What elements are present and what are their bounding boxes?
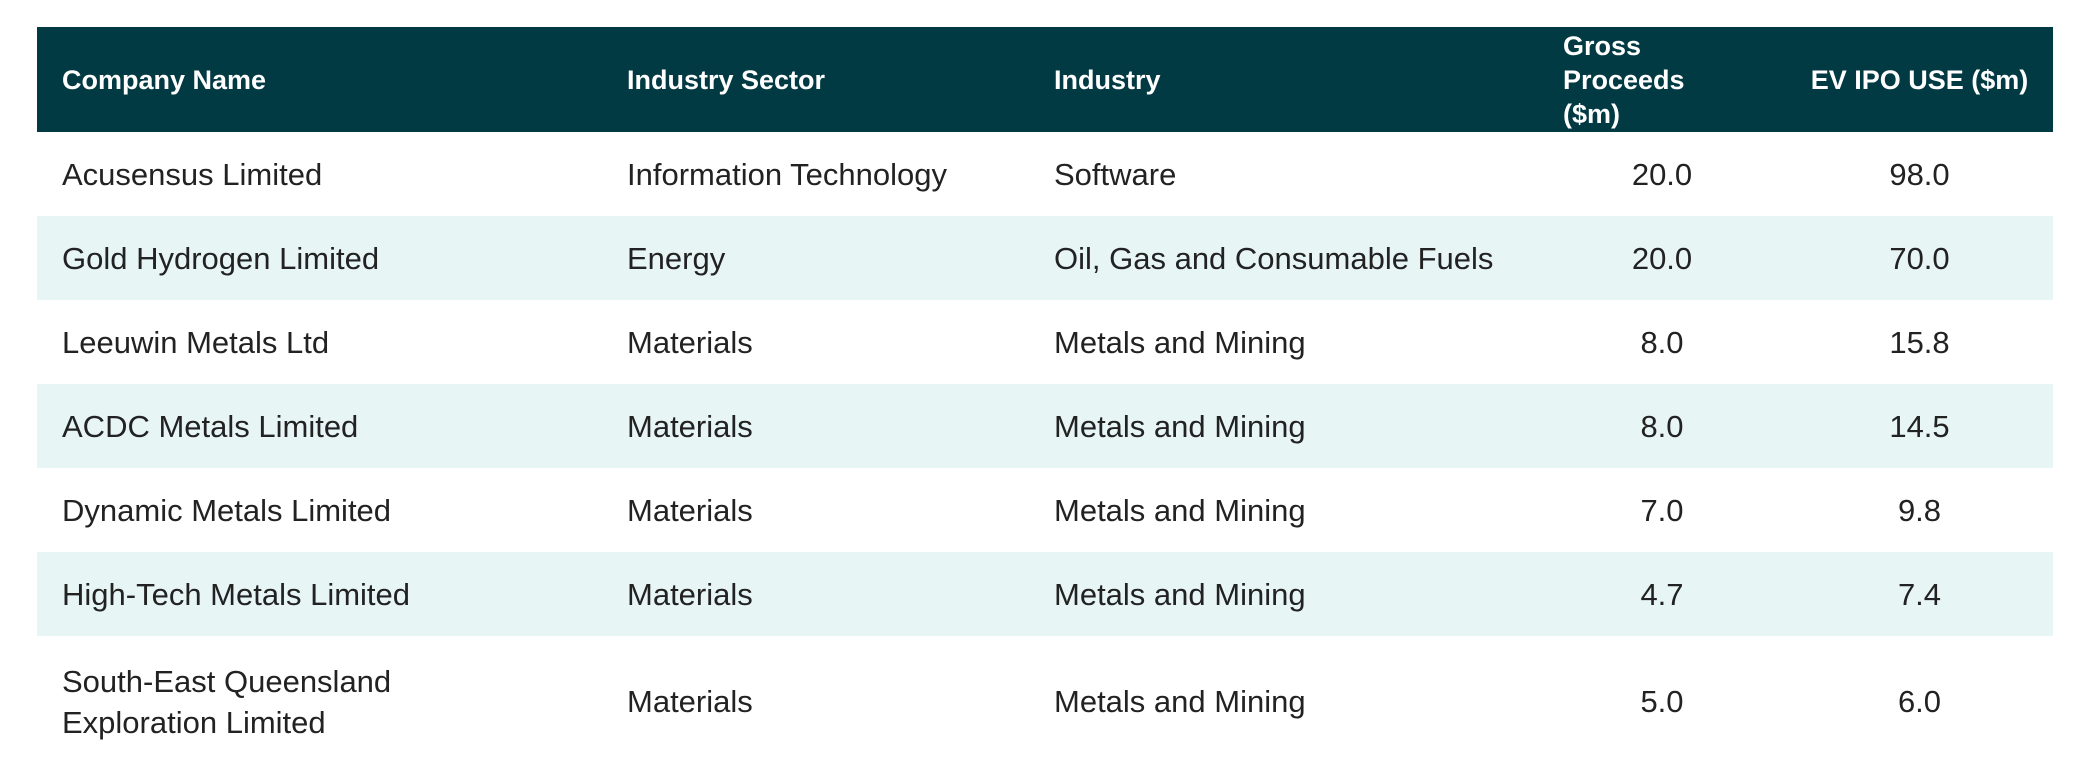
table-row: Leeuwin Metals Ltd Materials Metals and …: [37, 300, 2053, 384]
ipo-table-container: Company Name Industry Sector Industry Gr…: [37, 27, 2053, 767]
cell-company: Dynamic Metals Limited: [62, 492, 392, 528]
cell-industry: Oil, Gas and Consumable Fuels: [1054, 240, 1494, 276]
cell-gross-proceeds: 7.0: [1640, 492, 1684, 528]
header-row: Company Name Industry Sector Industry Gr…: [37, 27, 2053, 132]
header-company-name: Company Name: [62, 64, 267, 95]
cell-industry: Software: [1054, 156, 1177, 192]
cell-company: Acusensus Limited: [62, 156, 323, 192]
cell-sector: Information Technology: [627, 156, 947, 192]
table-row: South-East Queensland Exploration Limite…: [37, 636, 2053, 767]
cell-company: ACDC Metals Limited: [62, 408, 359, 444]
cell-industry: Metals and Mining: [1054, 324, 1306, 360]
header-industry: Industry: [1054, 64, 1161, 95]
cell-gross-proceeds: 20.0: [1631, 156, 1693, 192]
table-header: Company Name Industry Sector Industry Gr…: [37, 27, 2053, 132]
cell-ev-ipo-use: 7.4: [1897, 576, 1942, 612]
cell-gross-proceeds: 20.0: [1631, 240, 1693, 276]
table-row: Acusensus Limited Information Technology…: [37, 132, 2053, 216]
header-industry-sector: Industry Sector: [627, 64, 826, 95]
table-row: Gold Hydrogen Limited Energy Oil, Gas an…: [37, 216, 2053, 300]
cell-sector: Materials: [627, 408, 753, 444]
cell-gross-proceeds: 4.7: [1640, 576, 1684, 612]
cell-gross-proceeds: 8.0: [1640, 324, 1684, 360]
table-row: Dynamic Metals Limited Materials Metals …: [37, 468, 2053, 552]
cell-ev-ipo-use: 9.8: [1897, 492, 1942, 528]
cell-sector: Materials: [627, 576, 753, 612]
cell-gross-proceeds: 8.0: [1640, 408, 1684, 444]
cell-ev-ipo-use: 70.0: [1889, 240, 1950, 276]
cell-sector: Energy: [627, 240, 726, 276]
cell-company: Leeuwin Metals Ltd: [62, 324, 330, 360]
cell-ev-ipo-use: 14.5: [1889, 408, 1950, 444]
cell-gross-proceeds: 5.0: [1640, 684, 1684, 719]
cell-ev-ipo-use: 98.0: [1889, 156, 1950, 192]
cell-sector: Materials: [627, 492, 753, 528]
header-gross-proceeds: Gross Proceeds ($m): [1563, 30, 1685, 129]
cell-company: High-Tech Metals Limited: [62, 576, 411, 612]
cell-sector: Materials: [627, 324, 753, 360]
cell-industry: Metals and Mining: [1054, 576, 1306, 612]
cell-company: South-East Queensland Exploration Limite…: [62, 663, 392, 740]
table-row: High-Tech Metals Limited Materials Metal…: [37, 552, 2053, 636]
table-row: ACDC Metals Limited Materials Metals and…: [37, 384, 2053, 468]
table-body: Acusensus Limited Information Technology…: [37, 132, 2053, 767]
header-ev-ipo-use: EV IPO USE ($m): [1810, 64, 2029, 95]
cell-ev-ipo-use: 15.8: [1889, 324, 1950, 360]
cell-industry: Metals and Mining: [1054, 492, 1306, 528]
cell-industry: Metals and Mining: [1054, 408, 1306, 444]
cell-sector: Materials: [627, 684, 753, 719]
cell-industry: Metals and Mining: [1054, 684, 1306, 719]
cell-company: Gold Hydrogen Limited: [62, 240, 380, 276]
cell-ev-ipo-use: 6.0: [1897, 684, 1942, 719]
ipo-table: Company Name Industry Sector Industry Gr…: [37, 27, 2053, 767]
